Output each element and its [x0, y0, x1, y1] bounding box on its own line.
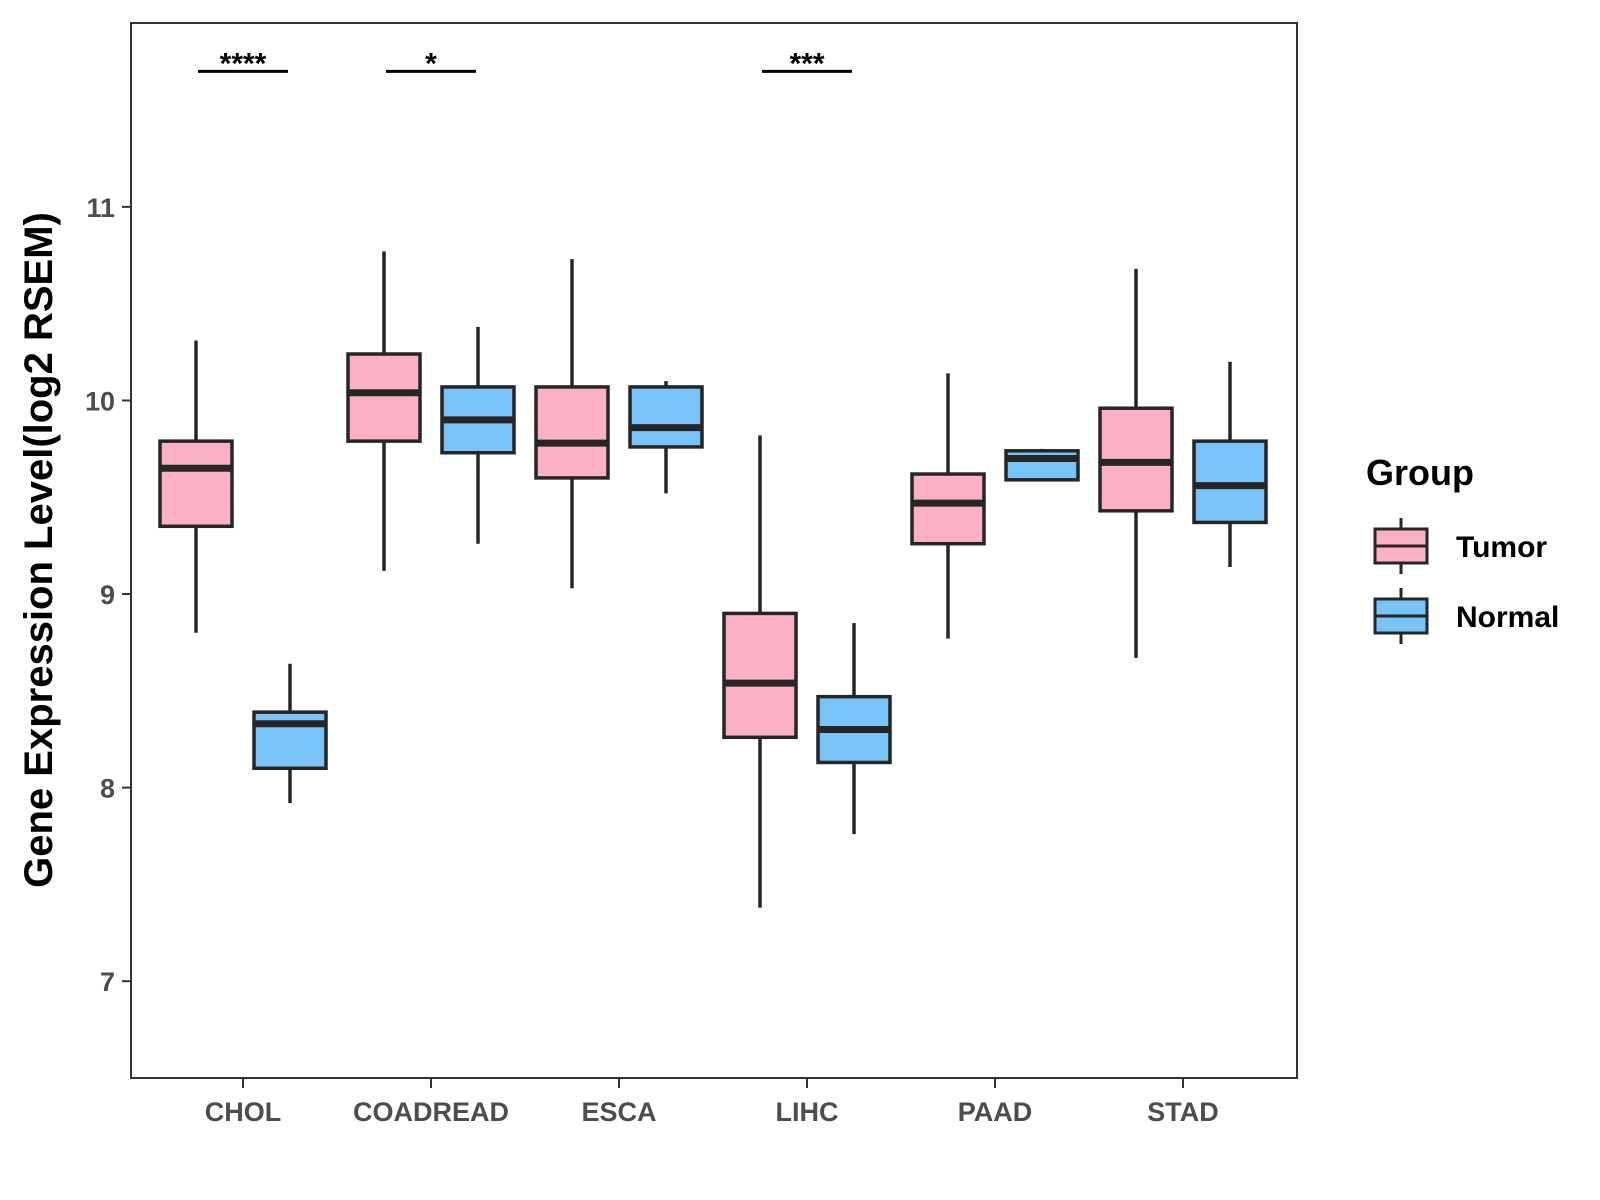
box-tumor-paad — [910, 373, 986, 639]
legend: Group Tumor Normal — [1366, 452, 1559, 644]
legend-title: Group — [1366, 452, 1474, 493]
significance-label: * — [425, 47, 437, 80]
y-tick-label: 9 — [100, 580, 115, 610]
x-axis: CHOL COADREAD ESCA LIHC PAAD STAD — [205, 1078, 1219, 1127]
legend-key-tumor: Tumor — [1373, 518, 1547, 574]
box-iqr — [534, 385, 610, 480]
box-iqr — [158, 439, 234, 529]
y-axis: 7 8 9 10 11 — [85, 193, 131, 997]
box-tumor-stad — [1098, 268, 1174, 658]
box-normal-paad — [1004, 448, 1080, 482]
box-normal-stad — [1192, 361, 1268, 567]
box-tumor-lihc — [722, 435, 798, 908]
y-tick-label: 8 — [100, 774, 115, 804]
box-normal-esca — [628, 381, 704, 494]
significance-label: *** — [789, 47, 824, 80]
box-iqr — [346, 352, 422, 443]
x-tick-label: COADREAD — [353, 1097, 509, 1127]
x-tick-label: PAAD — [958, 1097, 1033, 1127]
box-iqr — [1192, 439, 1268, 525]
x-tick-label: STAD — [1147, 1097, 1219, 1127]
box-iqr — [628, 385, 704, 449]
plot-panel-border — [130, 22, 1298, 1079]
box-normal-chol — [252, 663, 328, 804]
legend-label: Normal — [1456, 601, 1559, 634]
box-tumor-coadread — [346, 251, 422, 571]
box-iqr — [910, 472, 986, 546]
boxes-layer — [158, 251, 1268, 908]
x-tick-label: CHOL — [205, 1097, 282, 1127]
y-tick-label: 10 — [85, 386, 115, 416]
box-normal-coadread — [440, 326, 516, 544]
x-tick-label: LIHC — [776, 1097, 839, 1127]
y-tick-label: 7 — [100, 967, 115, 997]
y-axis-label: Gene Expression Level(log2 RSEM) — [17, 212, 61, 888]
box-tumor-esca — [534, 259, 610, 589]
y-tick-label: 11 — [86, 193, 115, 223]
legend-label: Tumor — [1456, 531, 1547, 564]
box-normal-lihc — [816, 623, 892, 835]
legend-key-normal: Normal — [1373, 588, 1559, 644]
x-tick-label: ESCA — [581, 1097, 656, 1127]
significance-label: **** — [220, 47, 267, 80]
significance-annotations: **** * *** — [198, 47, 852, 80]
box-iqr — [722, 611, 798, 740]
box-tumor-chol — [158, 340, 234, 633]
